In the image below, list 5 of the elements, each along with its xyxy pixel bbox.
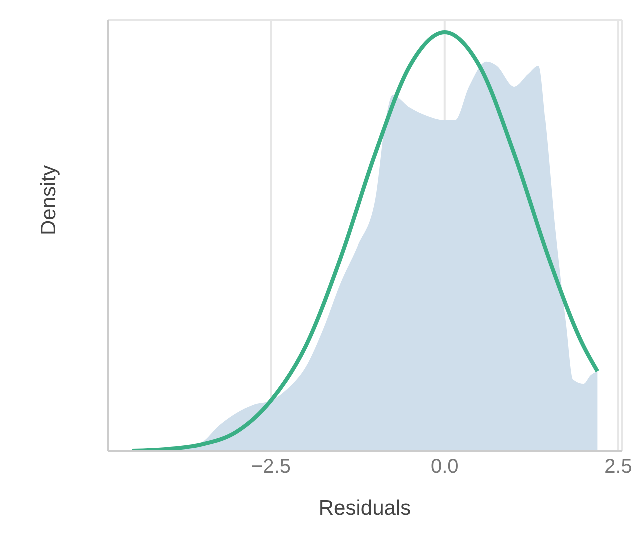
y-axis-title: Density xyxy=(37,164,60,236)
x-tick-label: 2.5 xyxy=(604,456,632,478)
x-tick-label: 0.0 xyxy=(430,456,459,478)
x-tick-label: −2.5 xyxy=(251,456,291,478)
x-axis-title: Residuals xyxy=(318,497,412,520)
